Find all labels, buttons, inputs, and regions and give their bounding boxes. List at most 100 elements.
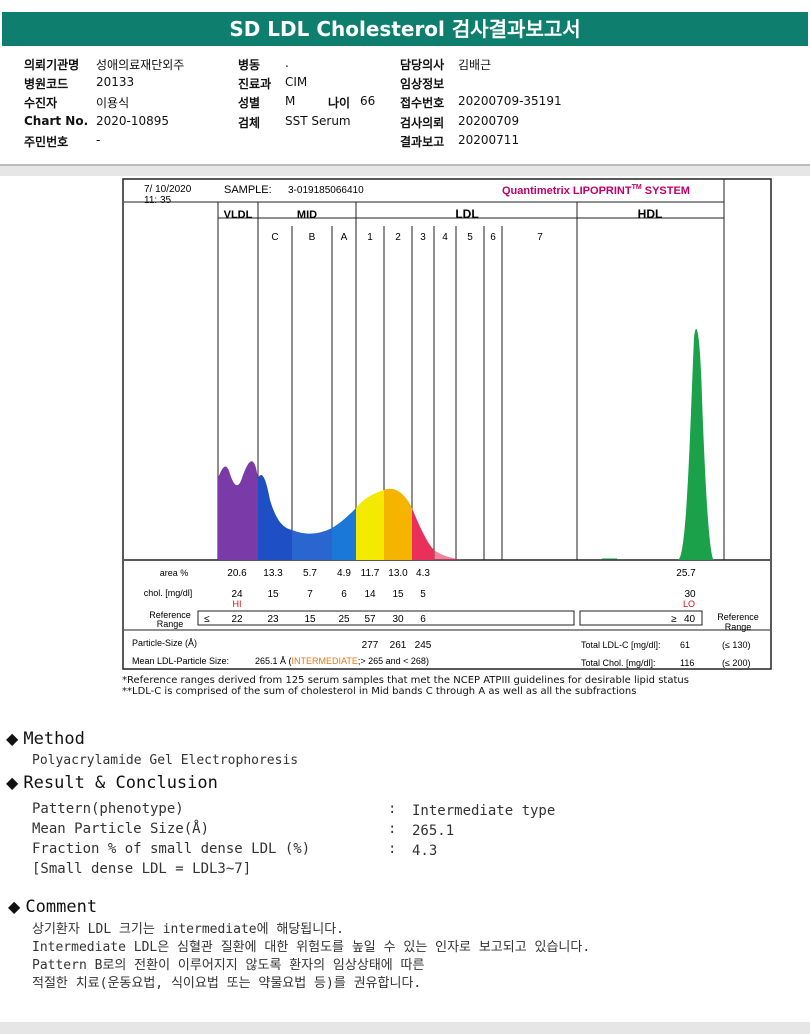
lo-flag: LO <box>683 599 695 609</box>
mean-class: INTERMEDIATE <box>292 656 358 666</box>
label-clinical-info: 임상정보 <box>400 77 445 91</box>
value-resident-no: - <box>96 133 101 147</box>
ref-box-left <box>197 610 575 626</box>
chol-value: 6 <box>341 589 347 600</box>
mean-particle-label: Mean LDL-Particle Size: <box>132 656 229 666</box>
report-title: SD LDL Cholesterol 검사결과보고서 <box>2 12 808 46</box>
area-values: 20.6 13.3 5.7 4.9 11.7 13.0 4.3 <box>227 568 430 579</box>
area-value: 11.7 <box>361 568 380 579</box>
report-frame <box>122 178 772 670</box>
ref-value: 6 <box>420 614 426 625</box>
label-requesting-institution: 의뢰기관명 <box>24 58 80 72</box>
area-value: 13.0 <box>388 568 408 579</box>
chol-values: 24 15 7 6 14 15 5 <box>231 589 426 600</box>
area-value: 13.3 <box>263 568 283 579</box>
peak-ldl-3 <box>412 508 434 560</box>
report-time: 11: 35 <box>144 195 171 206</box>
footer-band <box>0 1022 810 1034</box>
peak-ldl-2 <box>384 488 412 560</box>
method-title: Method <box>23 729 85 749</box>
sample-id: 3-019185066410 <box>288 185 364 196</box>
value-patient: 이용식 <box>96 96 130 110</box>
subband-label: 3 <box>420 232 426 243</box>
colon: : <box>388 821 397 837</box>
peak-ldl-1 <box>356 490 384 560</box>
label-test-request: 검사의뢰 <box>400 116 445 130</box>
hdl-ref-ge: ≥ <box>671 614 677 625</box>
result-title: Result & Conclusion <box>23 773 218 793</box>
particle-values: 277 261 245 <box>362 640 432 651</box>
divider-lines <box>217 202 578 560</box>
method-text: Polyacrylamide Gel Electrophoresis <box>32 753 299 768</box>
hdl-ref-value: 40 <box>684 614 696 625</box>
label-age: 나이 <box>328 96 351 110</box>
value-ward: . <box>285 56 289 70</box>
value-specimen: SST Serum <box>285 114 351 128</box>
chol-value: 7 <box>307 589 313 600</box>
label-receipt-no: 접수번호 <box>400 96 445 110</box>
brand-name: Quantimetrix LIPOPRINTTM SYSTEM <box>502 184 690 197</box>
diamond-icon: ◆ <box>6 729 19 748</box>
chol-value: 5 <box>420 589 426 600</box>
label-sex: 성별 <box>238 96 261 110</box>
group-mid: MID <box>297 209 317 221</box>
peak-mid-b <box>292 528 332 560</box>
ref-value: 15 <box>304 614 316 625</box>
footnote-ldl-c: **LDL-C is comprised of the sum of chole… <box>122 686 637 697</box>
comment-line: 적절한 치료(운동요법, 식이요법 또는 약물요법 등)를 권유합니다. <box>32 976 422 991</box>
subband-label: A <box>341 232 348 243</box>
ref-value: 57 <box>364 614 376 625</box>
particle-value: 261 <box>390 640 407 651</box>
value-age: 66 <box>360 94 376 108</box>
value-requesting-institution: 성애의료재단외주 <box>96 58 185 72</box>
value-doctor: 김배근 <box>458 58 492 72</box>
label-result-report: 결과보고 <box>400 135 445 149</box>
subband-label: 5 <box>467 232 473 243</box>
ref-label-1: Reference <box>149 610 191 620</box>
brand-tm: TM <box>632 184 642 191</box>
comment-line: 상기환자 LDL 크기는 intermediate에 해당됩니다. <box>32 922 345 937</box>
separator-band <box>0 166 810 176</box>
comment-title: Comment <box>25 897 98 917</box>
label-patient: 수진자 <box>24 96 58 110</box>
group-hdl: HDL <box>638 207 663 221</box>
area-label: area % <box>160 568 189 578</box>
chol-value: 15 <box>267 589 279 600</box>
ref-right-2: Range <box>725 622 752 632</box>
ref-right-1: Reference <box>717 612 759 622</box>
total-chol-value: 116 <box>680 658 694 668</box>
hi-flag: HI <box>233 599 242 609</box>
method-heading: ◆ Method <box>6 729 85 749</box>
subband-label: 1 <box>367 232 373 243</box>
subband-label: 4 <box>442 232 448 243</box>
lipoprint-report: 7/ 10/2020 11: 35 SAMPLE: 3-019185066410… <box>122 178 772 670</box>
value-department: CIM <box>285 75 308 89</box>
result-heading: ◆ Result & Conclusion <box>6 773 218 793</box>
ref-le-sign: ≤ <box>204 614 210 625</box>
chol-value: 14 <box>364 589 376 600</box>
ref-value: 25 <box>338 614 350 625</box>
ref-value: 23 <box>267 614 279 625</box>
subband-label: 2 <box>395 232 401 243</box>
particle-value: 245 <box>415 640 432 651</box>
open-paren: ( <box>286 656 292 666</box>
ref-box-hdl <box>579 610 703 626</box>
label-doctor: 담당의사 <box>400 58 445 72</box>
comment-line: Intermediate LDL은 심혈관 질환에 대한 위험도를 높일 수 있… <box>32 940 591 955</box>
label-resident-no: 주민번호 <box>24 135 69 149</box>
area-value: 5.7 <box>303 568 317 579</box>
label-specimen: 검체 <box>238 116 261 130</box>
label-hospital-code: 병원코드 <box>24 77 69 91</box>
label-department: 진료과 <box>238 77 272 91</box>
value-sex: M <box>285 94 296 108</box>
subband-label: 7 <box>537 232 543 243</box>
subband-label: 6 <box>490 232 496 243</box>
peak-mid-c <box>258 474 292 560</box>
total-ldl-value: 61 <box>680 640 690 650</box>
value-chart-no: 2020-10895 <box>96 114 170 128</box>
subband-label: C <box>271 232 278 243</box>
result-value-fraction: 4.3 <box>412 843 438 859</box>
total-ldl-label: Total LDL-C [mg/dl]: <box>581 640 661 650</box>
area-value: 4.3 <box>416 568 430 579</box>
result-value-pattern: Intermediate type <box>412 803 556 819</box>
